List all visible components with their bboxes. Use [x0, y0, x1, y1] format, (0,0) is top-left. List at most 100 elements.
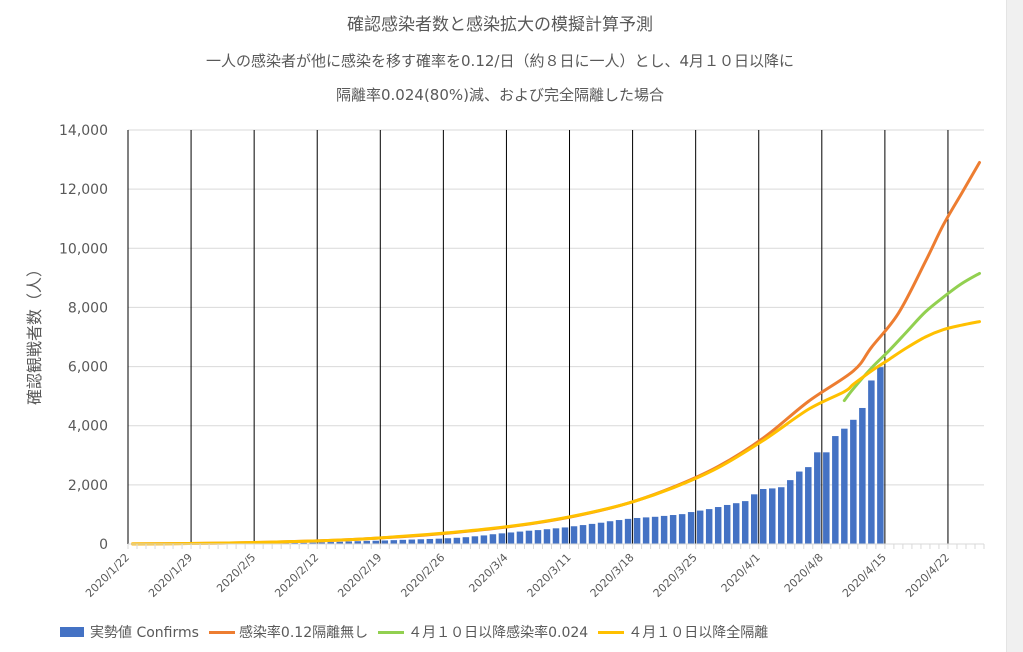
x-tick-label: 2020/3/18: [588, 551, 637, 600]
legend-item-no-isolation: 感染率0.12隔離無し: [208, 622, 369, 642]
x-tick-label: 2020/3/11: [525, 551, 574, 600]
legend-swatch: [60, 627, 84, 637]
bar: [814, 452, 821, 544]
bar: [381, 540, 389, 544]
bar: [714, 507, 722, 544]
bar: [345, 541, 353, 544]
bar: [435, 538, 443, 544]
bar: [759, 488, 767, 544]
bar: [489, 534, 497, 544]
legend-label: ４月１０日以降感染率0.024: [408, 625, 589, 641]
bar: [850, 419, 857, 544]
bar: [678, 514, 686, 544]
legend-label: ４月１０日以降全隔離: [628, 625, 769, 641]
legend-swatch: [208, 630, 235, 634]
bar: [552, 528, 560, 544]
legend-item-confirms: 実勢値 Confirms: [60, 622, 199, 642]
chart-subtitle-line2: 隔離率0.024(80%)減、および完全隔離した場合: [336, 86, 664, 104]
y-tick-label: 0: [99, 537, 108, 553]
series-line-2: [131, 320, 981, 546]
bar: [570, 526, 578, 544]
chart-subtitle-line1: 一人の感染者が他に感染を移す確率を0.12/日（約８日に一人）とし、4月１０日以…: [206, 52, 794, 70]
legend-label: 感染率0.12隔離無し: [238, 625, 369, 641]
bar: [444, 538, 452, 544]
y-tick-label: 14,000: [59, 123, 108, 139]
bar: [408, 539, 416, 544]
bar: [868, 380, 875, 544]
legend-item-partial-isolation: ４月１０日以降感染率0.024: [378, 622, 588, 642]
bar: [750, 494, 758, 544]
x-tick-label: 2020/4/22: [903, 551, 952, 600]
bar: [372, 540, 380, 544]
x-tick-label: 2020/3/4: [466, 551, 510, 595]
bar: [823, 452, 830, 544]
bar: [480, 535, 488, 544]
bar: [796, 471, 803, 544]
bar: [543, 529, 551, 544]
bar: [363, 540, 371, 544]
bar: [282, 542, 289, 544]
y-tick-label: 2,000: [68, 478, 108, 494]
x-tick-label: 2020/1/29: [146, 551, 195, 600]
x-tick-label: 2020/3/25: [651, 551, 700, 600]
bar: [471, 536, 479, 544]
bar: [877, 367, 884, 544]
bar: [498, 533, 506, 544]
bar: [769, 488, 776, 544]
bar: [390, 540, 398, 544]
bar: [787, 480, 794, 544]
bar: [300, 542, 307, 544]
bar: [778, 487, 785, 544]
bar: [805, 467, 812, 544]
x-tick-label: 2020/2/12: [272, 551, 321, 600]
bar: [579, 525, 587, 544]
bar: [841, 428, 848, 544]
legend-item-full-isolation: ４月１０日以降全隔離: [598, 622, 768, 642]
x-tick-label: 2020/2/26: [398, 551, 447, 600]
chart-title: 確認感染者数と感染拡大の模擬計算予測: [347, 15, 653, 35]
legend-swatch: [378, 630, 405, 634]
vertical-scrollbar[interactable]: [1006, 0, 1023, 652]
bar: [507, 532, 515, 544]
bar: [417, 539, 425, 544]
bar-series: [129, 367, 884, 544]
legend-swatch: [598, 630, 625, 634]
bar: [309, 542, 316, 544]
legend: 実勢値 Confirms 感染率0.12隔離無し ４月１０日以降感染率0.024…: [60, 621, 1000, 643]
y-tick-label: 10,000: [59, 241, 108, 257]
bar: [615, 520, 623, 544]
bar: [327, 542, 334, 544]
gridlines: [127, 129, 984, 544]
x-tick-label: 2020/2/19: [335, 551, 384, 600]
bar: [732, 503, 740, 544]
bar: [642, 517, 650, 544]
bar: [426, 538, 434, 544]
bar: [318, 542, 325, 544]
bar: [696, 510, 704, 544]
bar: [651, 516, 659, 544]
bar: [687, 512, 695, 544]
bar: [669, 515, 677, 544]
y-tick-label: 8,000: [68, 300, 108, 316]
bar: [534, 530, 542, 544]
bar: [516, 531, 524, 544]
bar: [453, 537, 461, 544]
bar: [462, 537, 470, 544]
x-tick-label: 2020/1/22: [83, 551, 132, 600]
bar: [741, 501, 749, 544]
bar: [525, 530, 533, 544]
legend-label: 実勢値 Confirms: [90, 625, 199, 641]
bar: [624, 518, 632, 544]
bar: [832, 436, 839, 544]
bar: [705, 509, 713, 544]
x-tick-label: 2020/4/15: [840, 551, 889, 600]
series-line-1: [842, 271, 981, 403]
bar: [859, 407, 866, 544]
bar: [399, 539, 407, 544]
bar: [606, 521, 614, 544]
bar: [633, 517, 641, 544]
bar: [723, 504, 731, 544]
y-axis-label: 確認観戦者数（人）: [25, 261, 44, 405]
bar: [561, 527, 569, 544]
